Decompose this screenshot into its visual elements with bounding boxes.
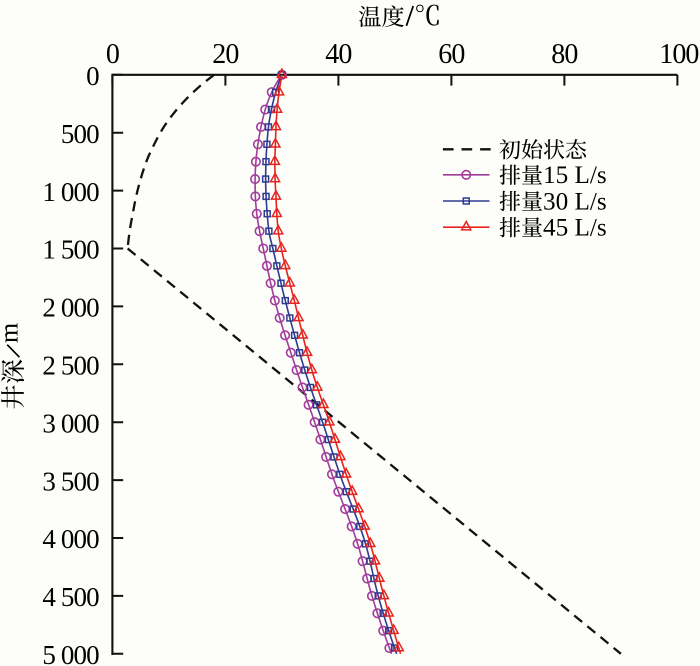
svg-text:5 000: 5 000	[42, 640, 99, 666]
svg-text:2 500: 2 500	[42, 351, 99, 381]
svg-text:60: 60	[438, 39, 464, 70]
svg-text:0: 0	[86, 61, 99, 91]
svg-text:80: 80	[551, 39, 577, 70]
svg-text:3 500: 3 500	[42, 466, 99, 496]
svg-text:45 L/s: 45 L/s	[543, 215, 607, 242]
svg-text:4 000: 4 000	[42, 524, 99, 554]
svg-text:20: 20	[212, 39, 238, 70]
svg-text:3 000: 3 000	[42, 408, 99, 438]
svg-text:m: m	[0, 323, 23, 343]
svg-text:0: 0	[106, 39, 119, 70]
svg-text:1 000: 1 000	[42, 177, 99, 207]
svg-text:40: 40	[325, 39, 351, 70]
svg-text:4 500: 4 500	[42, 582, 99, 612]
svg-text:2 000: 2 000	[42, 293, 99, 323]
svg-text:15 L/s: 15 L/s	[543, 162, 607, 189]
svg-text:500: 500	[61, 119, 99, 149]
svg-text:100: 100	[659, 39, 698, 70]
svg-text:30 L/s: 30 L/s	[543, 188, 607, 215]
svg-text:1 500: 1 500	[42, 235, 99, 265]
